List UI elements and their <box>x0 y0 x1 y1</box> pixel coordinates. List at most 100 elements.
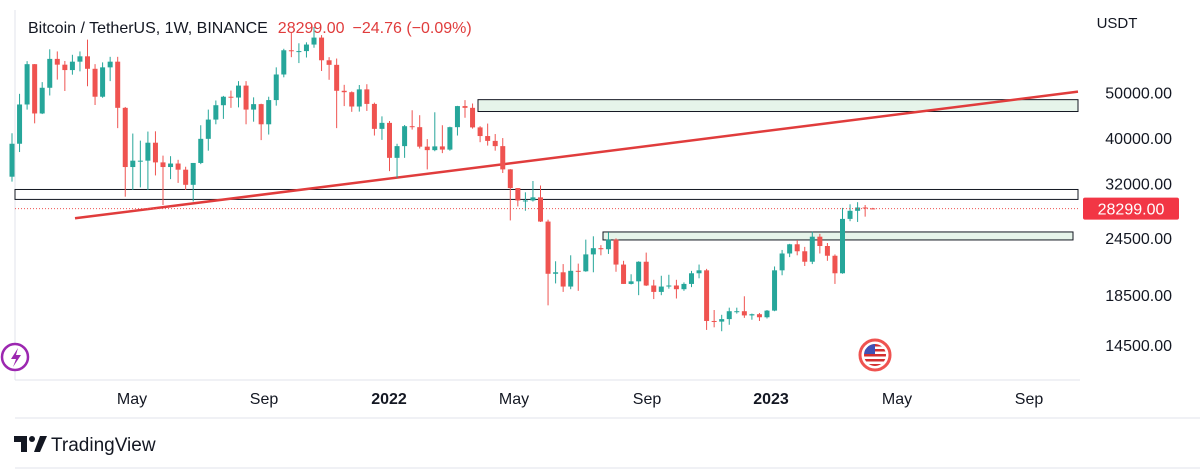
candle-body <box>409 126 415 128</box>
candle-body <box>666 285 672 287</box>
candle-body <box>696 270 702 274</box>
symbol-title: Bitcoin / TetherUS, 1W, BINANCE <box>28 20 268 37</box>
event-flag-icon <box>858 338 892 372</box>
candle-body <box>628 281 634 284</box>
candle-body <box>24 64 30 105</box>
candle-body <box>152 142 158 163</box>
trend-line <box>74 90 1079 220</box>
candle-body <box>145 142 151 161</box>
price-zone <box>477 99 1079 113</box>
candle-body <box>538 197 543 222</box>
candle-body <box>689 273 694 284</box>
candle-body <box>485 136 491 141</box>
candle-body <box>228 96 234 98</box>
candle-body <box>77 56 83 62</box>
candle-body <box>69 61 75 71</box>
candle-body <box>568 270 574 287</box>
candle-body <box>311 37 317 45</box>
x-tick-label: Sep <box>633 391 662 408</box>
candle-body <box>85 56 90 69</box>
candle-body <box>802 251 808 262</box>
candle-body <box>515 188 521 201</box>
candle-body <box>236 85 241 98</box>
candle-body <box>379 122 385 129</box>
candle-body <box>319 37 325 61</box>
candle-body <box>704 270 710 321</box>
candle-body <box>130 160 136 168</box>
candle-body <box>575 270 581 272</box>
candle-body <box>658 286 664 292</box>
y-tick-label: 40000.00 <box>1105 131 1172 148</box>
candle-body <box>205 119 211 139</box>
price-zone <box>602 231 1074 241</box>
candle-body <box>522 200 528 202</box>
last-price-box <box>1083 197 1179 220</box>
candle-body <box>190 162 196 185</box>
candle-body <box>266 100 272 125</box>
lightning-icon <box>0 342 30 372</box>
candle-body <box>394 146 400 158</box>
candle-body <box>477 127 483 137</box>
candle-body <box>251 104 257 110</box>
candle-body <box>432 146 438 151</box>
candle-body <box>402 126 408 147</box>
candle-body <box>613 239 619 265</box>
y-axis-unit: USDT <box>1097 15 1138 32</box>
candle-body <box>107 61 113 68</box>
x-tick-label: Sep <box>1015 391 1044 408</box>
candle-body <box>847 210 853 219</box>
candle-body <box>651 285 657 292</box>
candle-body <box>756 314 762 318</box>
candle-body <box>772 270 778 311</box>
candle-body <box>439 146 445 150</box>
candle-body <box>243 85 249 110</box>
candle-body <box>334 64 340 91</box>
x-tick-label: Sep <box>250 391 279 408</box>
candle-body <box>288 50 294 52</box>
candle-body <box>590 248 596 255</box>
candle-body <box>54 58 60 65</box>
candle-body <box>183 169 189 185</box>
candle-body <box>349 92 355 107</box>
candle-body <box>198 138 204 163</box>
header-price: 28299.00 <box>278 20 345 37</box>
candle-body <box>643 261 649 286</box>
candle-body <box>356 89 362 107</box>
x-tick-label: May <box>117 391 147 408</box>
y-tick-label: 50000.00 <box>1105 86 1172 103</box>
candle-body <box>545 221 551 274</box>
candle-body <box>673 285 679 290</box>
candle-body <box>470 107 476 128</box>
candle-body <box>507 169 513 189</box>
candle-body <box>213 105 219 120</box>
candle-body <box>62 64 68 71</box>
candle-body <box>605 239 611 250</box>
x-tick-label: 2022 <box>371 391 407 408</box>
candle-body <box>417 127 423 147</box>
candle-body <box>258 104 264 125</box>
candle-body <box>598 248 604 250</box>
candle-body <box>711 320 717 322</box>
candle-body <box>424 146 430 151</box>
candle-body <box>832 255 838 274</box>
candle-body <box>817 236 823 247</box>
candle-body <box>787 244 793 254</box>
candles <box>9 26 876 332</box>
candle-body <box>371 103 377 129</box>
candle-body <box>32 64 38 114</box>
candle-body <box>364 89 370 104</box>
candle-body <box>726 311 732 320</box>
candle-body <box>454 106 460 128</box>
candle-body <box>855 207 861 211</box>
candle-body <box>500 146 506 170</box>
candle-body <box>794 244 800 252</box>
candle-body <box>115 61 121 108</box>
candle-body <box>100 67 106 97</box>
price-zone <box>14 188 1079 200</box>
candle-body <box>462 106 468 108</box>
candle-body <box>326 60 332 65</box>
candle-body <box>281 50 287 75</box>
y-tick-label: 14500.00 <box>1105 338 1172 355</box>
candle-body <box>296 51 302 53</box>
